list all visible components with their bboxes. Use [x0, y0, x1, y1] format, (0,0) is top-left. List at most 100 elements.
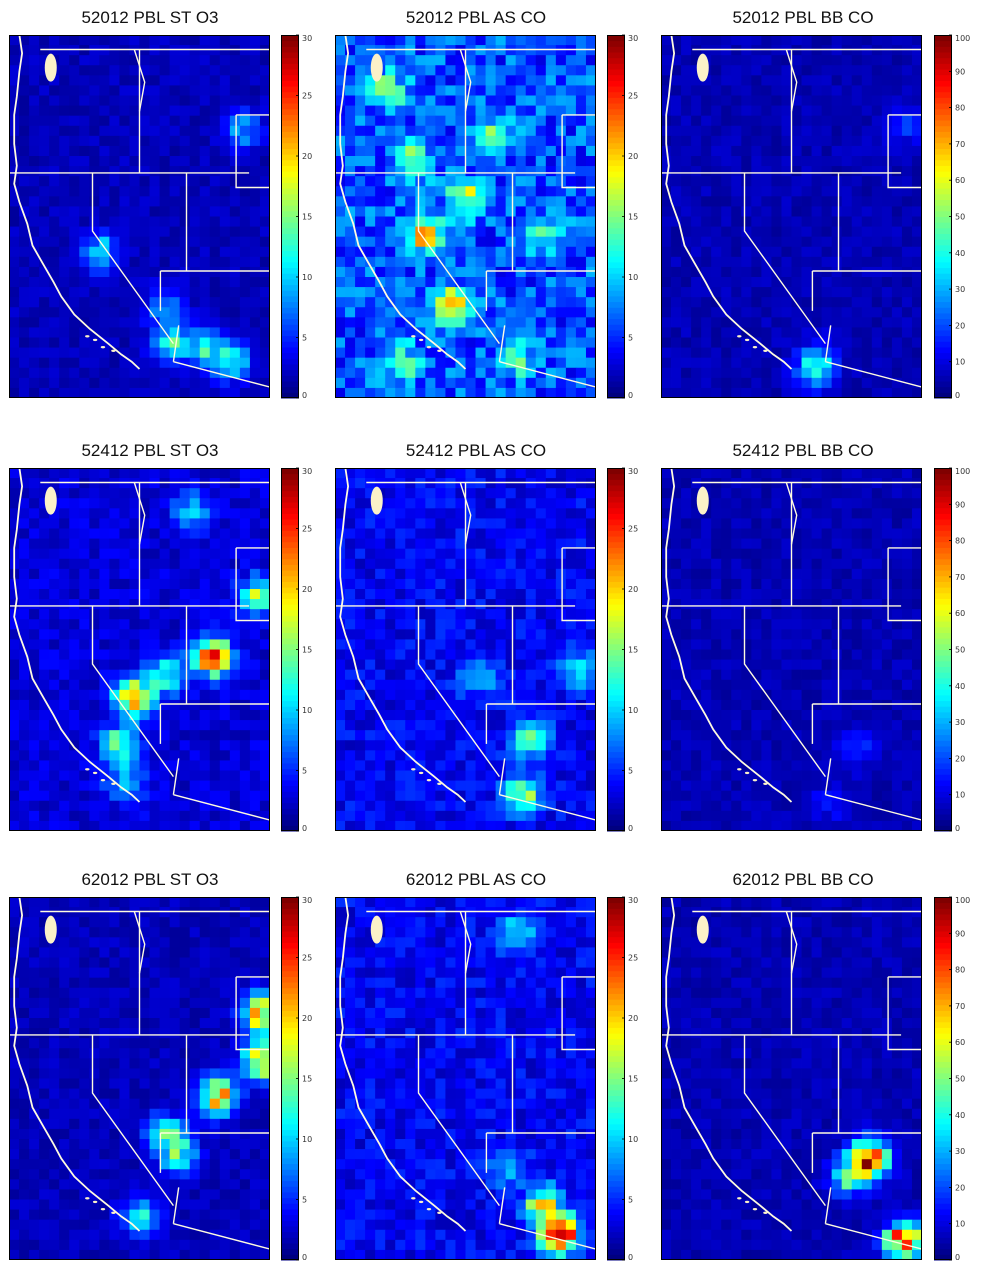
heatmap-cell: [555, 720, 567, 731]
heatmap-cell: [119, 760, 130, 771]
heatmap-cell: [671, 206, 682, 217]
heatmap-cell: [425, 387, 436, 398]
colorbar-segment: [934, 97, 952, 104]
heatmap-cell: [861, 176, 873, 187]
heatmap-cell: [199, 85, 211, 96]
heatmap-cell: [405, 226, 416, 238]
heatmap-cell: [259, 740, 270, 751]
heatmap-cell: [335, 528, 346, 539]
heatmap-cell: [415, 589, 426, 600]
heatmap-cell: [911, 176, 922, 187]
heatmap-cell: [395, 649, 406, 660]
heatmap-cell: [179, 65, 191, 76]
heatmap-cell: [395, 156, 406, 167]
heatmap-cell: [415, 347, 426, 359]
heatmap-cell: [565, 266, 577, 278]
heatmap-cell: [485, 357, 497, 369]
heatmap-cell: [415, 518, 426, 529]
heatmap-cell: [249, 558, 261, 570]
heatmap-cell: [219, 387, 231, 398]
heatmap-cell: [239, 125, 251, 137]
heatmap-cell: [179, 105, 191, 117]
heatmap-cell: [861, 115, 873, 127]
heatmap-cell: [445, 488, 456, 499]
heatmap-cell: [19, 669, 30, 681]
heatmap-cell: [149, 357, 160, 369]
heatmap-cell: [791, 55, 802, 66]
heatmap-cell: [9, 619, 20, 630]
heatmap-cell: [911, 307, 922, 318]
heatmap-cell: [851, 216, 863, 227]
heatmap-cell: [791, 347, 802, 359]
heatmap-cell: [465, 115, 476, 127]
colorbar-segment: [281, 114, 299, 121]
heatmap-cell: [335, 760, 346, 771]
heatmap-cell: [79, 649, 90, 660]
heatmap-cell: [525, 699, 537, 711]
heatmap-cell: [515, 760, 527, 771]
heatmap-cell: [29, 216, 40, 227]
heatmap-cell: [761, 145, 772, 157]
heatmap-cell: [485, 105, 497, 117]
heatmap-cell: [39, 649, 50, 660]
heatmap-cell: [355, 639, 366, 650]
heatmap-cell: [781, 317, 792, 328]
heatmap-cell: [415, 65, 426, 76]
heatmap-cell: [79, 679, 90, 691]
heatmap-cell: [851, 105, 863, 117]
heatmap-cell: [721, 277, 732, 288]
heatmap-cell: [791, 196, 802, 207]
heatmap-cell: [89, 478, 100, 489]
heatmap-cell: [465, 226, 476, 238]
heatmap-cell: [189, 337, 201, 348]
colorbar-segment: [607, 227, 625, 235]
heatmap-cell: [189, 206, 201, 217]
heatmap-cell: [345, 518, 356, 529]
heatmap-cell: [29, 135, 40, 147]
heatmap-cell: [69, 478, 80, 489]
heatmap-cell: [771, 256, 782, 268]
heatmap-cell: [169, 186, 181, 197]
heatmap-cell: [505, 659, 517, 671]
heatmap-cell: [9, 196, 20, 207]
heatmap-cell: [99, 105, 110, 117]
heatmap-cell: [495, 236, 507, 248]
colorbar-tick-label: 15: [302, 213, 312, 222]
colorbar-tick-label: 50: [955, 213, 965, 222]
heatmap-cell: [9, 357, 20, 369]
heatmap-cell: [811, 377, 823, 389]
heatmap-cell: [811, 85, 823, 96]
heatmap-cell: [891, 206, 903, 217]
heatmap-cell: [89, 468, 100, 479]
heatmap-cell: [761, 45, 772, 56]
heatmap-cell: [59, 135, 70, 147]
heatmap-cell: [671, 256, 682, 268]
heatmap-cell: [911, 115, 922, 127]
heatmap-cell: [355, 226, 366, 238]
heatmap-cell: [109, 568, 120, 580]
heatmap-cell: [721, 65, 732, 76]
heatmap-cell: [831, 297, 843, 308]
heatmap-cell: [79, 780, 90, 792]
heatmap-cell: [415, 307, 426, 318]
heatmap-cell: [149, 145, 160, 157]
heatmap-cell: [445, 377, 456, 389]
heatmap-cell: [139, 649, 150, 660]
heatmap-cell: [159, 639, 171, 650]
heatmap-cell: [515, 297, 527, 308]
heatmap-cell: [395, 377, 406, 389]
heatmap-cell: [555, 619, 567, 630]
heatmap-cell: [891, 125, 903, 137]
heatmap-cell: [69, 568, 80, 580]
heatmap-cell: [199, 45, 211, 56]
heatmap-cell: [59, 297, 70, 308]
heatmap-cell: [555, 488, 567, 499]
heatmap-cell: [445, 478, 456, 489]
heatmap-cell: [761, 377, 772, 389]
heatmap-cell: [149, 367, 160, 379]
heatmap-cell: [89, 518, 100, 529]
heatmap-cell: [575, 508, 587, 519]
heatmap-cell: [179, 478, 191, 489]
heatmap-cell: [19, 468, 30, 479]
heatmap-cell: [229, 669, 241, 681]
